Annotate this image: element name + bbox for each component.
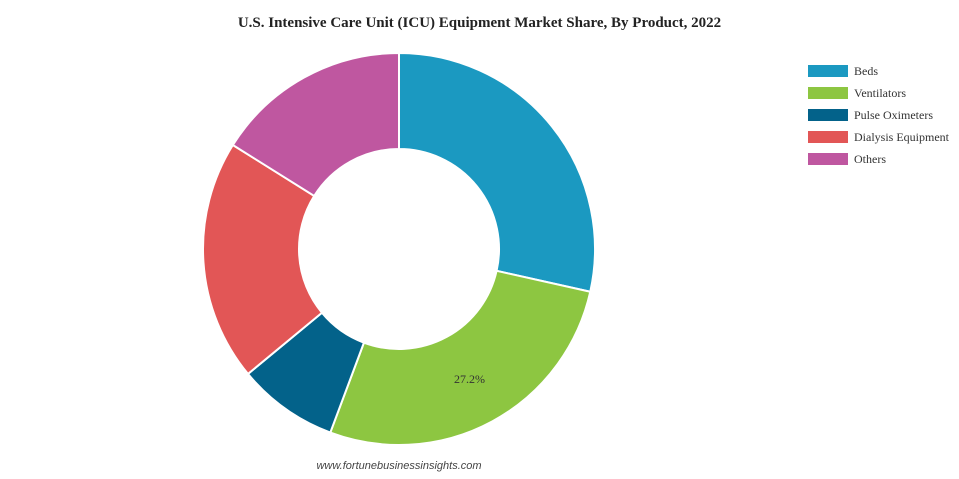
slice-dialysis-equipment[interactable] <box>202 143 324 376</box>
legend-label: Dialysis Equipment <box>854 129 949 144</box>
legend-label: Beds <box>854 63 878 78</box>
legend-swatch <box>808 109 848 121</box>
legend-label: Others <box>854 151 886 166</box>
legend-item-pulse-oximeters[interactable]: Pulse Oximeters <box>808 104 949 126</box>
legend-swatch <box>808 87 848 99</box>
legend-item-dialysis-equipment[interactable]: Dialysis Equipment <box>808 126 949 148</box>
slice-beds[interactable] <box>398 51 596 293</box>
chart-title: U.S. Intensive Care Unit (ICU) Equipment… <box>237 15 722 31</box>
legend-swatch <box>808 131 848 143</box>
legend-swatch <box>808 65 848 77</box>
legend-label: Ventilators <box>854 85 906 100</box>
legend-swatch <box>808 153 848 165</box>
chart-legend: Beds Ventilators Pulse Oximeters Dialysis E… <box>808 60 949 170</box>
legend-item-ventilators[interactable]: Ventilators <box>808 82 949 104</box>
legend-item-others[interactable]: Others <box>808 148 949 170</box>
slice-ventilators[interactable] <box>329 269 592 446</box>
slice-others[interactable] <box>231 51 400 198</box>
legend-label: Pulse Oximeters <box>854 107 933 122</box>
data-label-ventilators: 27.2% <box>454 372 485 386</box>
source-credit: www.fortunebusinessinsights.com <box>316 460 482 472</box>
legend-item-beds[interactable]: Beds <box>808 60 949 82</box>
